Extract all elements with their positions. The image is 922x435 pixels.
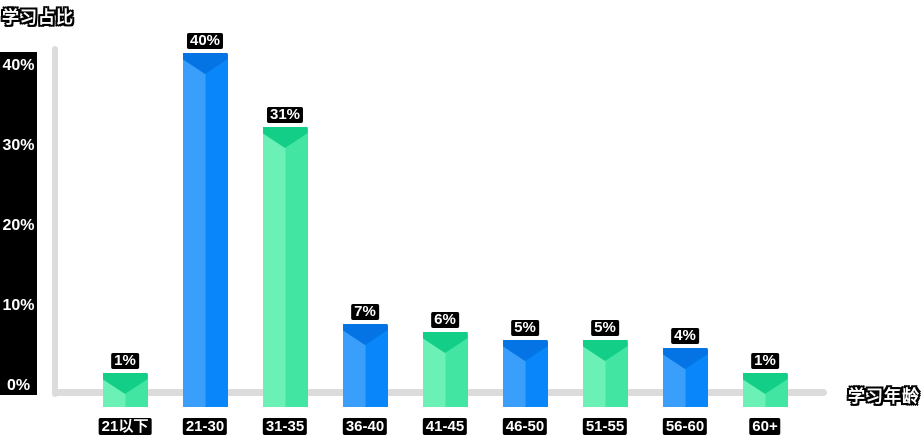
y-tick-label: 10% xyxy=(2,297,35,314)
bar-top-face xyxy=(182,53,228,74)
y-axis-line xyxy=(52,46,58,397)
bar xyxy=(742,373,788,407)
x-tick-label: 51-55 xyxy=(582,418,628,435)
x-tick-label: 31-35 xyxy=(262,418,308,435)
bar xyxy=(182,53,228,407)
y-tick-label: 40% xyxy=(2,57,35,74)
bar-value-label: 40% xyxy=(186,33,224,49)
x-tick-label: 21-30 xyxy=(182,418,228,435)
bar-top-face xyxy=(262,127,308,148)
bar xyxy=(422,332,468,407)
bar xyxy=(582,340,628,407)
x-tick-label: 36-40 xyxy=(342,418,388,435)
bar-top-face xyxy=(502,340,548,361)
bar-top-face xyxy=(582,340,628,361)
bar xyxy=(102,373,148,407)
y-tick-label: 0% xyxy=(6,377,31,394)
bar-top-face xyxy=(662,348,708,369)
x-tick-label: 60+ xyxy=(749,418,781,435)
bar-value-label: 5% xyxy=(591,320,619,336)
x-tick-label: 41-45 xyxy=(422,418,468,435)
x-axis-title: 学习年龄 xyxy=(848,387,920,406)
bar-value-label: 7% xyxy=(351,304,379,320)
bar-top-face xyxy=(422,332,468,353)
y-axis-label-column: 40% 30% 20% 10% 0% xyxy=(0,52,37,395)
bar-value-label: 31% xyxy=(266,107,304,123)
x-tick-label: 46-50 xyxy=(502,418,548,435)
y-tick-label: 20% xyxy=(2,217,35,234)
bar-top-face xyxy=(102,373,148,394)
bar-value-label: 6% xyxy=(431,312,459,328)
bar-value-label: 5% xyxy=(511,320,539,336)
y-axis-title: 学习占比 xyxy=(2,8,74,27)
bar xyxy=(662,348,708,407)
bar xyxy=(342,324,388,407)
bar xyxy=(502,340,548,407)
x-tick-label: 21以下 xyxy=(98,418,152,435)
bar-value-label: 1% xyxy=(111,353,139,369)
bar-value-label: 1% xyxy=(751,353,779,369)
x-tick-label: 56-60 xyxy=(662,418,708,435)
bar-value-label: 4% xyxy=(671,328,699,344)
bar xyxy=(262,127,308,407)
bar-top-face xyxy=(742,373,788,394)
y-tick-label: 30% xyxy=(2,137,35,154)
bar-top-face xyxy=(342,324,388,345)
